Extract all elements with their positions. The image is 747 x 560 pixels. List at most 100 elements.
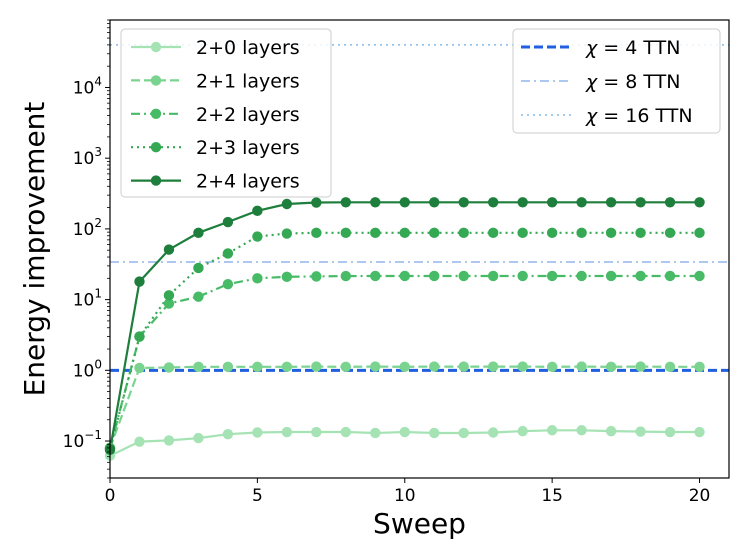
legend-right-label-1: χ = 8 TTN bbox=[585, 71, 680, 93]
legend-left-marker-0 bbox=[150, 41, 162, 53]
data-point-s1-14 bbox=[517, 361, 528, 372]
data-point-s2-18 bbox=[635, 270, 646, 282]
data-point-s4-10 bbox=[399, 197, 410, 208]
legend-right-box bbox=[512, 28, 721, 134]
data-point-s4-3 bbox=[193, 227, 204, 239]
legend-right-label-2: χ = 16 TTN bbox=[585, 105, 693, 127]
data-point-s4-12 bbox=[458, 197, 469, 208]
data-point-s1-1 bbox=[134, 362, 145, 374]
data-point-s1-15 bbox=[546, 361, 558, 373]
data-point-s0-5 bbox=[252, 427, 263, 438]
data-point-s4-18 bbox=[635, 197, 646, 208]
data-point-s1-7 bbox=[311, 361, 322, 372]
x-tick-label-1: 5 bbox=[252, 486, 263, 506]
data-point-s0-18 bbox=[635, 426, 646, 437]
data-point-s1-18 bbox=[635, 361, 646, 372]
data-point-s4-17 bbox=[605, 197, 617, 208]
data-point-s0-4 bbox=[222, 428, 234, 440]
legend-left-label-1: 2+1 layers bbox=[196, 70, 300, 92]
data-point-s2-3 bbox=[193, 291, 204, 302]
data-point-s4-5 bbox=[252, 205, 263, 217]
legend-left-label-0: 2+0 layers bbox=[196, 37, 300, 59]
data-point-s2-14 bbox=[517, 270, 528, 282]
data-point-s0-15 bbox=[546, 425, 558, 436]
data-point-s2-12 bbox=[458, 270, 469, 282]
data-point-s3-15 bbox=[546, 227, 558, 239]
legend-reference: χ = 4 TTN χ = 8 TTN χ = 16 TTN bbox=[512, 28, 721, 134]
data-point-s4-9 bbox=[370, 197, 381, 208]
data-point-s1-20 bbox=[694, 361, 705, 373]
y-tick-label-0: 10−1 bbox=[63, 428, 102, 452]
data-point-s2-6 bbox=[281, 271, 293, 283]
data-point-s3-9 bbox=[370, 227, 381, 239]
data-point-s0-14 bbox=[517, 425, 528, 437]
data-point-s0-16 bbox=[576, 425, 587, 436]
data-point-s4-14 bbox=[517, 197, 528, 208]
data-point-s2-16 bbox=[576, 270, 587, 282]
data-point-s2-8 bbox=[340, 270, 352, 282]
data-point-s4-16 bbox=[576, 197, 587, 208]
data-point-s0-6 bbox=[281, 426, 293, 438]
data-point-s0-7 bbox=[311, 426, 322, 438]
legend-left-marker-2 bbox=[150, 108, 162, 120]
y-tick-label-5: 104 bbox=[73, 74, 102, 98]
data-point-s3-5 bbox=[252, 231, 263, 242]
data-point-s1-8 bbox=[340, 361, 352, 373]
legend-left-label-2: 2+2 layers bbox=[196, 104, 300, 126]
data-point-s0-11 bbox=[429, 427, 440, 439]
x-tick-label-3: 15 bbox=[541, 486, 563, 506]
data-point-s4-15 bbox=[546, 197, 558, 208]
data-point-s3-2 bbox=[163, 290, 175, 301]
y-axis-title: Energy improvement bbox=[18, 102, 51, 397]
data-point-s3-12 bbox=[458, 227, 469, 239]
data-point-s4-6 bbox=[281, 198, 293, 210]
data-point-s2-5 bbox=[252, 273, 263, 284]
legend-left-marker-1 bbox=[150, 75, 162, 86]
legend-left-label-3: 2+3 layers bbox=[196, 137, 300, 159]
data-point-s3-4 bbox=[222, 248, 234, 259]
x-tick-label-2: 10 bbox=[394, 486, 416, 506]
legend-right-label-0: χ = 4 TTN bbox=[585, 37, 680, 59]
data-point-s3-1 bbox=[134, 331, 145, 342]
data-point-s0-20 bbox=[694, 426, 705, 438]
data-point-s2-15 bbox=[546, 270, 558, 282]
data-point-s1-5 bbox=[252, 361, 263, 373]
data-point-s0-1 bbox=[134, 436, 145, 447]
data-point-s4-20 bbox=[694, 197, 705, 208]
data-point-s0-10 bbox=[399, 426, 410, 438]
data-point-s2-19 bbox=[664, 270, 676, 282]
data-point-s1-17 bbox=[605, 361, 617, 373]
x-axis: 0 5 10 15 20 bbox=[105, 478, 710, 506]
data-point-s3-13 bbox=[487, 227, 499, 239]
legend-left-marker-4 bbox=[150, 175, 162, 186]
data-point-s4-2 bbox=[163, 244, 175, 255]
data-point-s4-4 bbox=[222, 216, 234, 228]
data-point-s0-17 bbox=[605, 425, 617, 437]
plot-frame bbox=[109, 19, 730, 479]
legend-series: 2+0 layers 2+1 layers 2+2 layers 2+3 layers… bbox=[120, 28, 332, 198]
data-point-s2-10 bbox=[399, 270, 410, 282]
data-point-s2-20 bbox=[694, 270, 705, 282]
data-point-s1-3 bbox=[193, 361, 204, 373]
data-point-s2-2 bbox=[163, 298, 175, 309]
x-axis-title: Sweep bbox=[373, 507, 466, 540]
data-point-s0-9 bbox=[370, 427, 381, 439]
data-point-s3-8 bbox=[340, 227, 352, 239]
data-point-s1-10 bbox=[399, 361, 410, 373]
data-point-s1-6 bbox=[281, 361, 293, 373]
data-point-s0-8 bbox=[340, 426, 352, 438]
data-point-s3-7 bbox=[311, 227, 322, 239]
data-point-s2-9 bbox=[370, 270, 381, 282]
legend-left-label-4: 2+4 layers bbox=[196, 171, 300, 193]
data-point-s1-9 bbox=[370, 361, 381, 372]
data-point-s0-12 bbox=[458, 427, 469, 439]
legend-left-box bbox=[120, 28, 332, 198]
data-point-s1-16 bbox=[576, 361, 587, 372]
data-point-s1-4 bbox=[222, 361, 234, 373]
data-point-s3-18 bbox=[635, 227, 646, 239]
data-point-s2-11 bbox=[429, 270, 440, 282]
data-point-s2-17 bbox=[605, 270, 617, 282]
data-point-s2-7 bbox=[311, 271, 322, 282]
data-point-s0-2 bbox=[163, 435, 175, 446]
